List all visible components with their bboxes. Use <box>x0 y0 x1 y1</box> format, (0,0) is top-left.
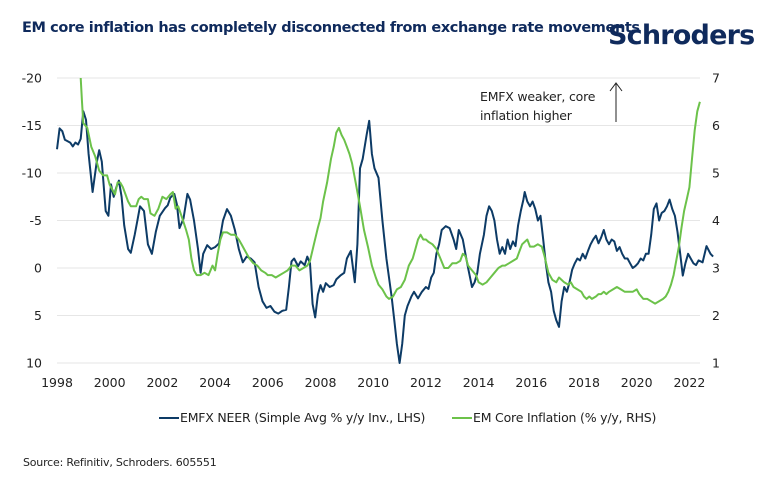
x-tick-label: 2018 <box>568 375 600 390</box>
annotation-text: EMFX weaker, core inflation higher <box>480 89 596 123</box>
legend-swatch-emfx <box>159 416 179 419</box>
x-axis: 1998 2000 2002 2004 2006 2008 2010 2012 2014 2016… <box>41 375 705 390</box>
chart-title: EM core inflation has completely disconn… <box>22 20 640 36</box>
y-left-tick-label: -10 <box>22 166 42 181</box>
series-line-emfx-neer <box>56 110 714 364</box>
x-tick-label: 2010 <box>357 375 389 390</box>
x-tick-label: 2000 <box>94 375 126 390</box>
y-left-tick-label: -15 <box>22 118 42 133</box>
x-tick-label: 2004 <box>199 375 231 390</box>
x-tick-label: 2012 <box>410 375 442 390</box>
y-left-tick-label: 5 <box>34 308 42 323</box>
gridlines <box>57 77 700 364</box>
y-left-tick-label: -20 <box>22 71 42 86</box>
legend-swatch-core-inflation <box>452 416 472 419</box>
y-left-tick-label: 0 <box>34 261 42 276</box>
y-right-tick-label: 7 <box>712 71 720 86</box>
x-tick-label: 1998 <box>41 375 73 390</box>
x-tick-label: 2022 <box>673 375 705 390</box>
y-right-tick-label: 4 <box>712 213 720 228</box>
x-tick-label: 2006 <box>252 375 284 390</box>
y-right-tick-label: 3 <box>712 261 720 276</box>
y-right-tick-label: 2 <box>712 308 720 323</box>
x-tick-label: 2002 <box>146 375 178 390</box>
legend-label-emfx: EMFX NEER (Simple Avg % y/y Inv., LHS) <box>180 410 426 425</box>
series-line-em-core-inflation <box>79 77 701 305</box>
legend-item-core-inflation[interactable]: EM Core Inflation (% y/y, RHS) <box>452 410 656 425</box>
y-axis-left: -20 -15 -10 -5 0 5 10 <box>22 71 42 371</box>
y-right-tick-label: 1 <box>712 356 720 371</box>
y-right-tick-label: 5 <box>712 166 720 181</box>
x-tick-label: 2016 <box>515 375 547 390</box>
x-tick-label: 2020 <box>621 375 653 390</box>
x-tick-label: 2014 <box>463 375 495 390</box>
series-group <box>56 77 714 364</box>
schroders-logo: Schroders <box>608 20 755 51</box>
arrow-up-icon <box>609 82 623 122</box>
y-axis-right: 7 6 5 4 3 2 1 <box>712 71 720 371</box>
y-left-tick-label: 10 <box>26 356 42 371</box>
x-tick-label: 2008 <box>305 375 337 390</box>
source-note: Source: Refinitiv, Schroders. 605551 <box>23 456 217 469</box>
legend-label-core-inflation: EM Core Inflation (% y/y, RHS) <box>473 410 657 425</box>
legend-item-emfx[interactable]: EMFX NEER (Simple Avg % y/y Inv., LHS) <box>159 410 425 425</box>
y-left-tick-label: -5 <box>30 213 42 228</box>
y-right-tick-label: 6 <box>712 118 720 133</box>
